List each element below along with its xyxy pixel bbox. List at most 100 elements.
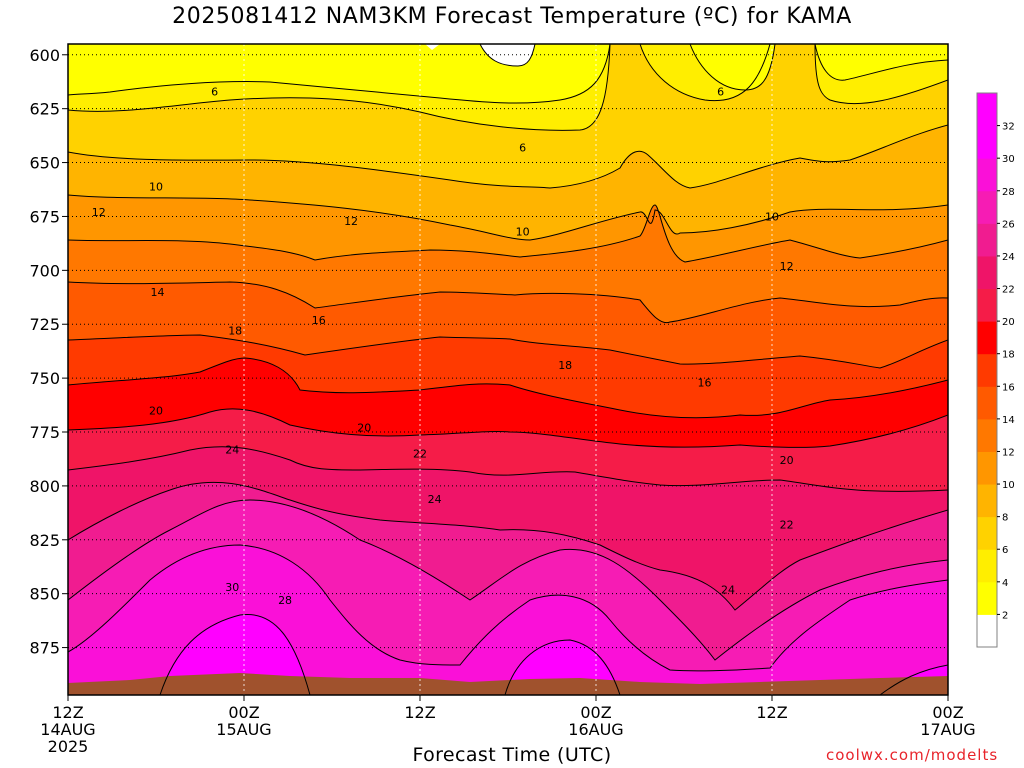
contour-line <box>68 281 948 324</box>
contour-label: 14 <box>150 286 164 299</box>
y-tick-label: 625 <box>29 100 60 119</box>
y-tick-label: 800 <box>29 477 60 496</box>
y-tick-label: 775 <box>29 423 60 442</box>
colorbar-swatch <box>977 353 997 387</box>
contour-label: 10 <box>149 180 163 193</box>
colorbar-tick-label: 18 <box>1002 350 1015 361</box>
x-tick-label: 12Z <box>404 703 435 722</box>
contour-line <box>814 44 948 81</box>
contour-line <box>159 613 311 695</box>
colorbar-frame <box>976 92 998 648</box>
y-axis: 600 625 650 675 700 725 750 775 800 825 850 875 <box>29 46 68 658</box>
contour-label: 10 <box>765 210 779 223</box>
contour-line <box>68 204 948 263</box>
contour-label: 12 <box>92 206 106 219</box>
colorbar-swatch <box>977 255 997 290</box>
contour-label: 18 <box>228 325 242 338</box>
credit-link[interactable]: coolwx.com/modelts <box>826 746 999 764</box>
x-tick-label: 14AUG <box>40 720 95 739</box>
colorbar-tick-label: 20 <box>1002 317 1015 328</box>
y-tick-label: 875 <box>29 639 60 658</box>
colorbar-tick-label: 32 <box>1002 122 1015 133</box>
colorbar-swatch <box>977 190 997 224</box>
contour-line <box>689 44 776 91</box>
contour-label: 30 <box>225 581 239 594</box>
colorbar-swatch <box>977 223 997 257</box>
band-below-4 <box>425 44 535 66</box>
contour-label: 22 <box>413 448 427 461</box>
band-below-6 <box>68 44 948 104</box>
contour-label: 6 <box>717 85 724 98</box>
y-tick-label: 725 <box>29 315 60 334</box>
contour-label: 10 <box>516 226 530 239</box>
colorbar-tick-label: 4 <box>1002 578 1008 589</box>
contour-line <box>68 357 948 419</box>
colorbar-swatch <box>977 321 997 355</box>
y-tick-label: 750 <box>29 369 60 388</box>
band-32-plus <box>160 614 948 695</box>
colorbar-tick-label: 30 <box>1002 154 1015 165</box>
colorbar-tick-label: 24 <box>1002 252 1015 263</box>
contour-line <box>504 639 621 695</box>
colorbar-swatch <box>977 125 997 159</box>
colorbar-tick-label: 28 <box>1002 187 1015 198</box>
x-tick-label: 12Z <box>756 703 787 722</box>
contour-line <box>68 194 948 241</box>
colorbar-swatch <box>977 484 997 518</box>
x-tick-label: 15AUG <box>216 720 271 739</box>
contour-line <box>68 499 948 661</box>
colorbar-swatch <box>977 581 997 615</box>
colorbar-swatch <box>977 158 997 192</box>
x-tick-label: 00Z <box>580 703 611 722</box>
x-tick-label: 16AUG <box>568 720 623 739</box>
contour-label: 6 <box>211 85 218 98</box>
y-tick-label: 650 <box>29 154 60 173</box>
y-tick-label: 700 <box>29 261 60 280</box>
colorbar-swatch <box>977 386 997 420</box>
contour-lines <box>68 44 948 695</box>
contour-line <box>68 44 611 104</box>
colorbar-tick-label: 14 <box>1002 415 1015 426</box>
colorbar-swatch <box>977 516 997 550</box>
contour-line <box>68 124 948 189</box>
contour-label: 22 <box>780 519 794 532</box>
colorbar-tick-label: 2 <box>1002 610 1008 621</box>
contour-label: 12 <box>780 260 794 273</box>
contour-label: 16 <box>312 314 326 327</box>
x-axis-label: Forecast Time (UTC) <box>412 744 612 766</box>
contour-line <box>68 481 948 611</box>
colorbar-swatch <box>977 451 997 485</box>
contour-line <box>879 664 948 695</box>
contour-line <box>814 44 948 105</box>
x-tick-label: 00Z <box>932 703 963 722</box>
plot-frame <box>67 43 949 696</box>
grid-lines <box>68 44 948 695</box>
contour-label: 28 <box>278 594 292 607</box>
contour-label: 24 <box>428 493 442 506</box>
colorbar-tick-label: 16 <box>1002 382 1015 393</box>
colorbar-tick-label: 8 <box>1002 513 1008 524</box>
contour-label: 18 <box>558 359 572 372</box>
colorbar-swatch <box>977 614 997 648</box>
contour-labels: 6 6 6 10 10 10 12 12 12 14 16 16 18 18 20 20 20 22 22 24 24 2… <box>92 85 794 607</box>
y-tick-label: 600 <box>29 46 60 65</box>
contour-label: 12 <box>344 215 358 228</box>
plot-area: 6 6 6 10 10 10 12 12 12 14 16 16 18 18 20 20 20 22 22 24 24 2… <box>68 44 948 695</box>
colorbar-swatch <box>977 549 997 583</box>
colorbar-tick-label: 6 <box>1002 545 1008 556</box>
contour-line <box>68 44 611 131</box>
contour-label: 6 <box>519 141 526 154</box>
colorbar-swatch <box>977 93 997 127</box>
contour-label: 16 <box>698 376 712 389</box>
colorbar-swatch <box>977 418 997 452</box>
x-tick-label: 2025 <box>48 737 89 756</box>
x-tick-label: 00Z <box>228 703 259 722</box>
x-tick-label: 12Z <box>52 703 83 722</box>
y-tick-label: 825 <box>29 531 60 550</box>
colorbar-tick-label: 12 <box>1002 447 1015 458</box>
contour-line <box>68 334 948 369</box>
colorbar-tick-label: 22 <box>1002 285 1015 296</box>
